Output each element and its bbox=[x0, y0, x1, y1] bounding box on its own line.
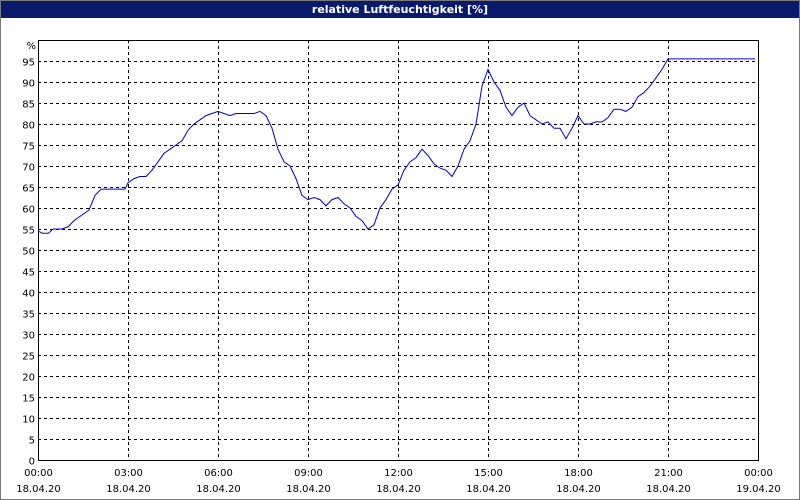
plot-area bbox=[38, 40, 759, 461]
x-tick-date-label: 18.04.20 bbox=[466, 484, 511, 495]
y-tick-label: 25 bbox=[22, 352, 35, 363]
y-tick-label: 30 bbox=[22, 331, 35, 342]
x-tick-time-label: 21:00 bbox=[654, 468, 683, 479]
x-tick-time-label: 18:00 bbox=[564, 468, 593, 479]
x-tick-time-label: 06:00 bbox=[204, 468, 233, 479]
y-tick-label: 35 bbox=[22, 310, 35, 321]
y-axis-unit-label: % bbox=[26, 41, 36, 52]
y-tick-label: 70 bbox=[22, 163, 35, 174]
y-tick-label: 80 bbox=[22, 121, 35, 132]
humidity-series-line bbox=[37, 58, 755, 234]
chart-title: relative Luftfeuchtigkeit [%] bbox=[1, 1, 799, 18]
x-tick-date-label: 18.04.20 bbox=[106, 484, 151, 495]
y-tick-label: 90 bbox=[22, 79, 35, 90]
y-tick-label: 55 bbox=[22, 226, 35, 237]
y-tick-label: 10 bbox=[22, 415, 35, 426]
x-tick-date-label: 18.04.20 bbox=[646, 484, 691, 495]
series-layer bbox=[37, 58, 755, 234]
x-tick-time-label: 00:00 bbox=[24, 468, 53, 479]
y-tick-label: 65 bbox=[22, 184, 35, 195]
x-tick-date-label: 18.04.20 bbox=[196, 484, 241, 495]
grid-layer bbox=[38, 40, 758, 460]
x-tick-date-label: 18.04.20 bbox=[16, 484, 61, 495]
x-axis: 00:00 18.04.20 03:00 18.04.20 06:00 18.04.20 0… bbox=[16, 468, 781, 495]
x-tick-time-label: 09:00 bbox=[294, 468, 323, 479]
y-tick-label: 75 bbox=[22, 142, 35, 153]
x-tick-time-label: 00:00 bbox=[744, 468, 773, 479]
y-tick-label: 45 bbox=[22, 268, 35, 279]
y-tick-label: 40 bbox=[22, 289, 35, 300]
y-tick-label: 5 bbox=[29, 436, 35, 447]
y-tick-label: 20 bbox=[22, 373, 35, 384]
x-tick-date-label: 19.04.20 bbox=[736, 484, 781, 495]
y-tick-label: 15 bbox=[22, 394, 35, 405]
x-tick-time-label: 03:00 bbox=[114, 468, 143, 479]
y-axis: 0 5 10 15 20 25 30 35 40 45 50 55 60 65 70 75 80 85 90 95 bbox=[22, 58, 35, 468]
x-tick-date-label: 18.04.20 bbox=[556, 484, 601, 495]
y-tick-label: 60 bbox=[22, 205, 35, 216]
x-tick-date-label: 18.04.20 bbox=[286, 484, 331, 495]
y-tick-label: 0 bbox=[29, 457, 35, 468]
y-tick-label: 85 bbox=[22, 100, 35, 111]
y-tick-label: 95 bbox=[22, 58, 35, 69]
x-tick-time-label: 15:00 bbox=[474, 468, 503, 479]
x-tick-date-label: 18.04.20 bbox=[376, 484, 421, 495]
x-tick-time-label: 12:00 bbox=[384, 468, 413, 479]
y-tick-label: 50 bbox=[22, 247, 35, 258]
